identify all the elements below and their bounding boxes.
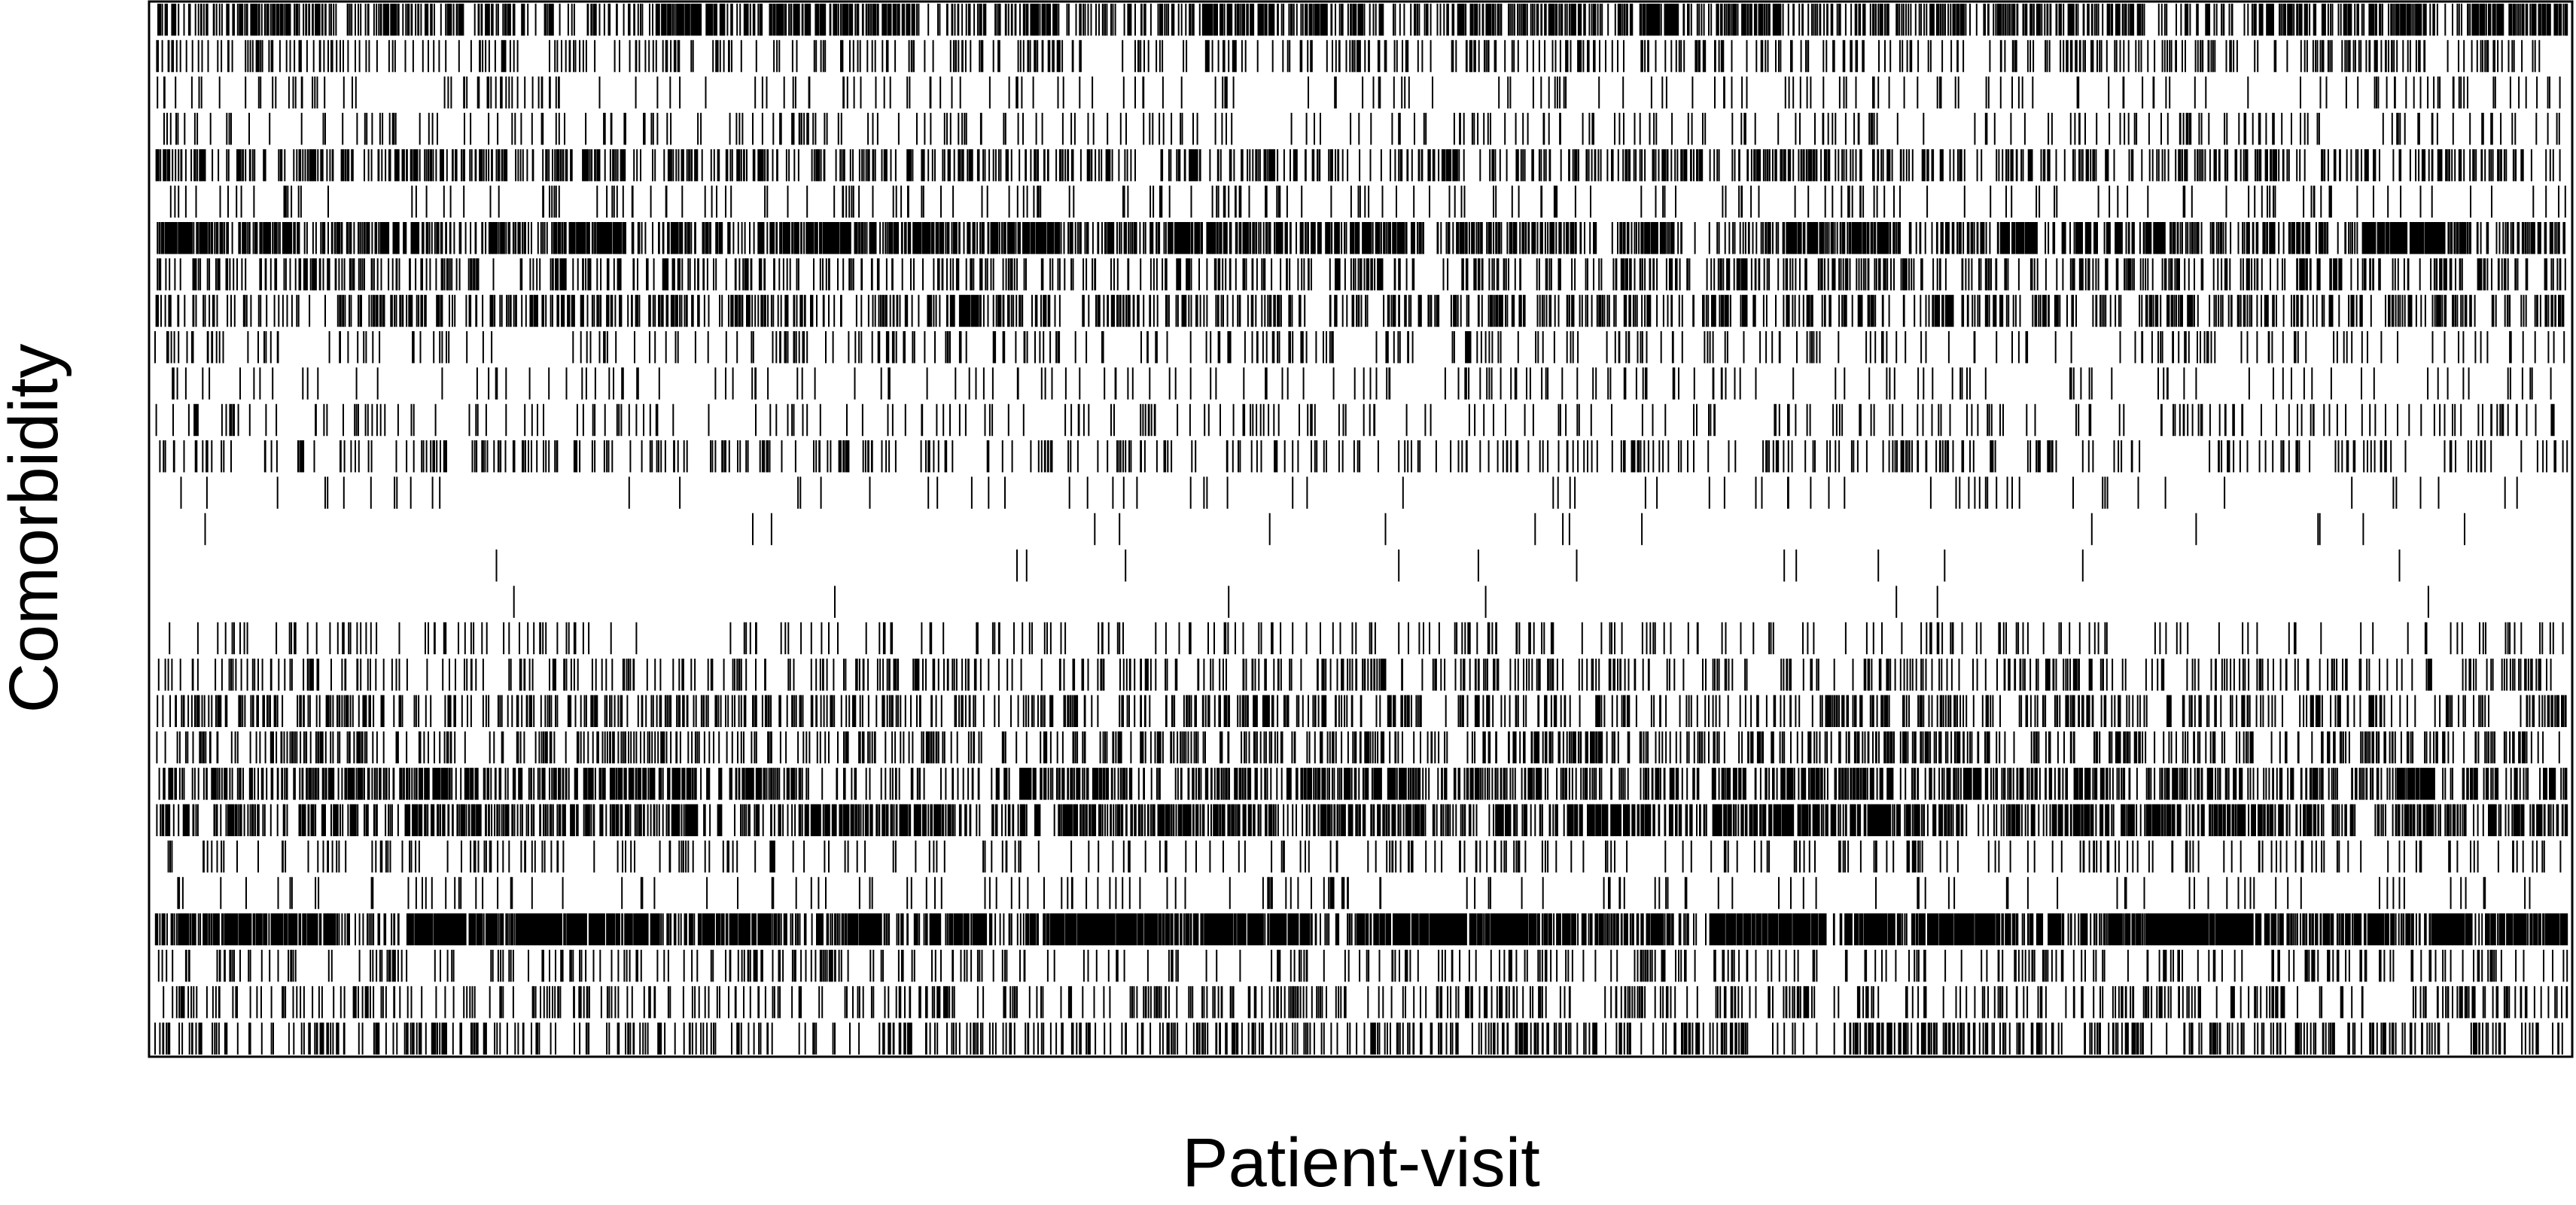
comorbidity-row-21-ticks — [156, 731, 2560, 764]
comorbidity-row-3-ticks — [157, 76, 2561, 109]
comorbidity-row-22-ticks — [158, 768, 2568, 800]
comorbidity-row-27-ticks — [157, 949, 2568, 982]
comorbidity-row-14-ticks — [180, 476, 2518, 509]
comorbidity-row-2-ticks — [156, 40, 2541, 72]
x-axis-label: Patient-visit — [1182, 1124, 1540, 1201]
comorbidity-row-1-ticks — [157, 3, 2568, 36]
comorbidity-row-18-ticks — [169, 622, 2564, 655]
comorbidity-row-19-ticks — [157, 659, 2552, 691]
comorbidity-row-28-ticks — [163, 986, 2568, 1018]
comorbidity-row-26-ticks — [154, 913, 2568, 945]
comorbidity-row-9-ticks — [155, 294, 2565, 327]
comorbidity-row-11-ticks — [172, 367, 2552, 400]
comorbidity-row-24-ticks — [167, 840, 2562, 873]
comorbidity-row-23-ticks — [156, 804, 2568, 836]
comorbidity-row-5-ticks — [155, 149, 2561, 181]
comorbidity-row-8-ticks — [157, 258, 2566, 291]
comorbidity-row-4-ticks — [163, 112, 2560, 145]
comorbidity-row-29-ticks — [154, 1022, 2563, 1055]
comorbidity-row-7-ticks — [157, 222, 2565, 254]
comorbidity-row-10-ticks — [154, 331, 2565, 364]
comorbidity-row-17-ticks — [513, 586, 2429, 618]
data-marks — [154, 3, 2568, 1055]
comorbidity-row-12-ticks — [155, 403, 2555, 437]
comorbidity-row-16-ticks — [495, 549, 2401, 582]
y-axis-label: Comorbidity — [0, 344, 72, 714]
comorbidity-row-25-ticks — [177, 877, 2531, 909]
comorbidity-row-6-ticks — [169, 185, 2566, 218]
plot-frame — [148, 0, 2574, 1058]
comorbidity-row-20-ticks — [157, 695, 2567, 727]
comorbidity-row-15-ticks — [204, 513, 2465, 546]
comorbidity-row-13-ticks — [159, 440, 2568, 473]
